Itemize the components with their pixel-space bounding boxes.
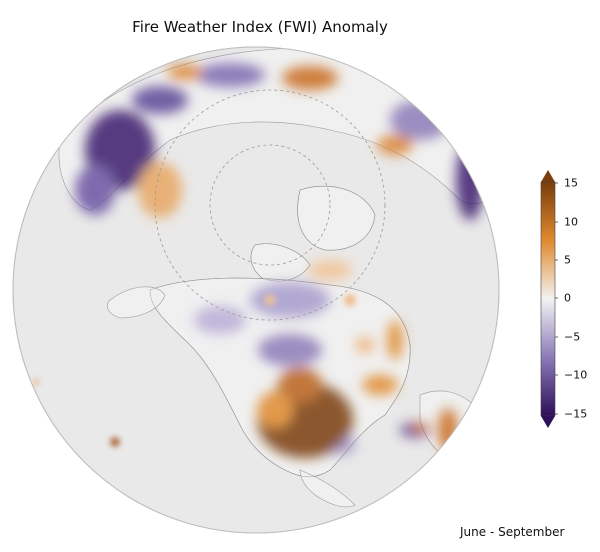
colorbar-tick-neg15: −15 bbox=[564, 407, 588, 421]
graticule bbox=[154, 89, 386, 321]
chart-title: Fire Weather Index (FWI) Anomaly bbox=[132, 18, 388, 36]
globe-outline bbox=[12, 46, 500, 534]
colorbar-gradient bbox=[540, 181, 556, 417]
colorbar: 15 10 5 0 −5 −10 −15 bbox=[536, 168, 596, 430]
colorbar-tick-5: 5 bbox=[564, 253, 571, 267]
season-label: June - September bbox=[460, 525, 565, 539]
colorbar-tick-neg5: −5 bbox=[564, 330, 581, 344]
colorbar-tick-10: 10 bbox=[564, 215, 578, 229]
colorbar-tick-neg10: −10 bbox=[564, 368, 588, 382]
colorbar-top-arrow bbox=[541, 170, 555, 182]
colorbar-tick-15: 15 bbox=[564, 176, 578, 190]
colorbar-tick-0: 0 bbox=[564, 291, 571, 305]
colorbar-bottom-arrow bbox=[541, 416, 555, 428]
